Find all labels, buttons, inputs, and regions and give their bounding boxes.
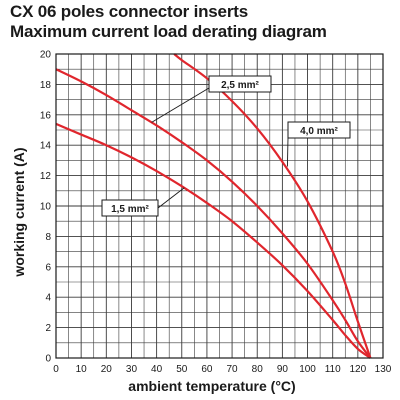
series-label-2-5mm2: 2,5 mm² (221, 80, 259, 91)
label-leader-line (286, 137, 289, 167)
x-tick-label: 80 (252, 364, 264, 375)
y-tick-label: 4 (45, 293, 51, 304)
curves (55, 53, 372, 359)
x-tick-label: 0 (53, 364, 59, 375)
x-tick-label: 110 (325, 364, 341, 375)
chart-title-line1: CX 06 poles connector inserts (10, 2, 248, 21)
label-leader-line (151, 87, 210, 123)
series-label-1-5mm2: 1,5 mm² (111, 204, 149, 215)
y-tick-label: 14 (40, 141, 52, 152)
series-label-4-0mm2: 4,0 mm² (300, 126, 338, 137)
label-box (101, 199, 159, 217)
x-tick-label: 40 (151, 364, 163, 375)
y-tick-label: 12 (40, 171, 52, 182)
y-tick-label: 18 (40, 80, 52, 91)
y-tick-label: 8 (45, 232, 51, 243)
y-tick-label: 10 (40, 202, 52, 213)
x-tick-label: 90 (277, 364, 289, 375)
chart-title-line2: Maximum current load derating diagram (10, 22, 327, 41)
label-leader-line (157, 187, 185, 209)
label-box (287, 121, 351, 139)
y-tick-label: 2 (45, 323, 51, 334)
y-tick-label: 20 (40, 50, 52, 61)
x-tick-label: 130 (375, 364, 392, 375)
y-tick-label: 0 (45, 354, 51, 365)
x-tick-label: 100 (299, 364, 316, 375)
y-tick-label: 16 (40, 110, 52, 121)
series-line-4-0mm2 (173, 53, 372, 359)
x-tick-label: 30 (126, 364, 138, 375)
x-tick-label: 60 (201, 364, 213, 375)
plot-border (55, 53, 384, 359)
x-tick-label: 120 (350, 364, 367, 375)
x-tick-label: 70 (227, 364, 239, 375)
x-tick-label: 50 (176, 364, 188, 375)
plot-frame (55, 53, 384, 359)
tick-labels: 0 10 20 30 40 50 60 70 80 90 100 110 120 130 0 2 4 6 8 10 12… (40, 50, 392, 376)
label-box (208, 75, 272, 93)
series-line-2-5mm2 (55, 68, 372, 359)
y-tick-label: 6 (45, 262, 51, 273)
x-axis-label: ambient temperature (°C) (128, 378, 295, 394)
x-tick-label: 10 (76, 364, 88, 375)
series-labels: 1,5 mm² 2,5 mm² 4,0 mm² (101, 75, 351, 217)
x-tick-label: 20 (101, 364, 113, 375)
y-axis-label: working current (A) (11, 147, 27, 277)
series-line-1-5mm2 (55, 122, 372, 359)
